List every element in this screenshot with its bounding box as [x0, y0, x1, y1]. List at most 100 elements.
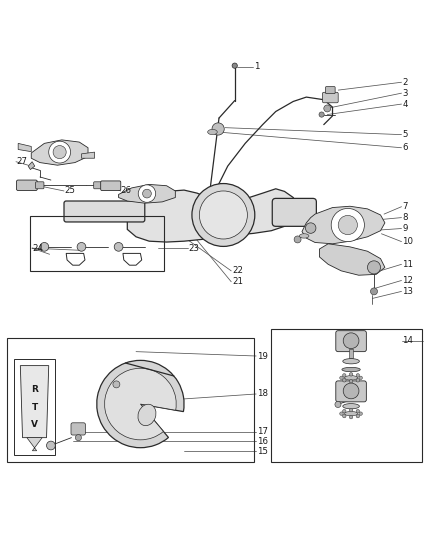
Text: 19: 19 [257, 351, 268, 360]
Text: 26: 26 [121, 187, 132, 196]
Circle shape [335, 401, 341, 408]
FancyBboxPatch shape [64, 201, 145, 222]
Text: 16: 16 [257, 437, 268, 446]
FancyBboxPatch shape [322, 92, 338, 103]
Text: 22: 22 [232, 266, 243, 276]
Text: 5: 5 [403, 130, 408, 139]
Circle shape [75, 434, 81, 441]
Ellipse shape [343, 403, 359, 409]
Text: 27: 27 [16, 157, 27, 166]
FancyBboxPatch shape [336, 330, 366, 352]
Text: 9: 9 [403, 224, 408, 233]
Circle shape [143, 189, 151, 198]
Text: 8: 8 [403, 213, 408, 222]
Circle shape [343, 374, 346, 377]
Circle shape [232, 63, 237, 68]
Bar [272, 329, 422, 462]
Circle shape [338, 215, 357, 235]
Text: 13: 13 [403, 287, 413, 296]
Circle shape [343, 414, 346, 418]
Text: 23: 23 [188, 244, 199, 253]
Circle shape [199, 191, 247, 239]
Circle shape [343, 378, 346, 382]
FancyBboxPatch shape [35, 182, 44, 189]
Circle shape [350, 373, 353, 376]
Circle shape [340, 376, 343, 379]
Text: 7: 7 [403, 202, 408, 211]
Circle shape [49, 141, 71, 163]
Polygon shape [18, 143, 31, 152]
Bar [14, 359, 55, 455]
Circle shape [77, 243, 86, 251]
Ellipse shape [299, 234, 309, 238]
Polygon shape [81, 152, 95, 158]
Bar [7, 338, 254, 462]
Circle shape [319, 112, 324, 117]
Text: 3: 3 [403, 88, 408, 98]
Text: 25: 25 [64, 187, 75, 196]
Circle shape [294, 236, 301, 243]
Polygon shape [319, 244, 385, 275]
Circle shape [350, 415, 353, 419]
Text: 1: 1 [254, 62, 259, 71]
Circle shape [350, 408, 353, 412]
Circle shape [356, 414, 360, 418]
Circle shape [192, 183, 255, 246]
Polygon shape [31, 140, 88, 165]
Text: 12: 12 [403, 276, 413, 285]
Circle shape [359, 376, 362, 379]
Text: 21: 21 [232, 277, 243, 286]
Bar [349, 350, 353, 358]
Polygon shape [28, 161, 35, 169]
Circle shape [350, 379, 353, 383]
Text: 24: 24 [32, 244, 43, 253]
FancyBboxPatch shape [94, 182, 102, 189]
Polygon shape [302, 206, 385, 244]
FancyBboxPatch shape [71, 423, 85, 435]
FancyBboxPatch shape [272, 198, 316, 227]
Text: 2: 2 [403, 78, 408, 87]
Circle shape [343, 409, 346, 413]
Circle shape [305, 223, 316, 233]
Wedge shape [97, 360, 184, 448]
Text: T: T [32, 402, 38, 411]
Circle shape [340, 412, 343, 415]
Ellipse shape [342, 367, 360, 372]
Circle shape [343, 383, 359, 399]
Circle shape [371, 288, 378, 295]
Ellipse shape [208, 130, 217, 135]
Circle shape [324, 105, 331, 112]
Circle shape [356, 374, 360, 377]
Circle shape [356, 378, 360, 382]
Text: R: R [31, 385, 38, 394]
Text: 18: 18 [257, 390, 268, 399]
Text: 6: 6 [403, 143, 408, 152]
Circle shape [359, 412, 362, 415]
Ellipse shape [345, 411, 357, 416]
Circle shape [138, 185, 155, 203]
Ellipse shape [138, 404, 156, 426]
Text: 15: 15 [257, 447, 268, 456]
Polygon shape [20, 366, 49, 438]
Ellipse shape [343, 359, 359, 364]
Wedge shape [105, 368, 176, 440]
Circle shape [343, 333, 359, 349]
FancyBboxPatch shape [336, 381, 366, 402]
Bar [30, 216, 163, 271]
Polygon shape [119, 184, 175, 203]
Circle shape [331, 208, 364, 241]
Circle shape [40, 243, 49, 251]
FancyBboxPatch shape [101, 181, 121, 190]
Polygon shape [127, 189, 297, 242]
Polygon shape [27, 438, 42, 451]
Text: 14: 14 [403, 336, 413, 345]
Circle shape [46, 441, 55, 450]
Text: V: V [31, 420, 38, 429]
Circle shape [367, 261, 381, 274]
Circle shape [356, 409, 360, 413]
Circle shape [53, 146, 66, 159]
FancyBboxPatch shape [16, 180, 37, 190]
Ellipse shape [345, 376, 357, 380]
Circle shape [113, 381, 120, 388]
Text: 4: 4 [403, 100, 408, 109]
